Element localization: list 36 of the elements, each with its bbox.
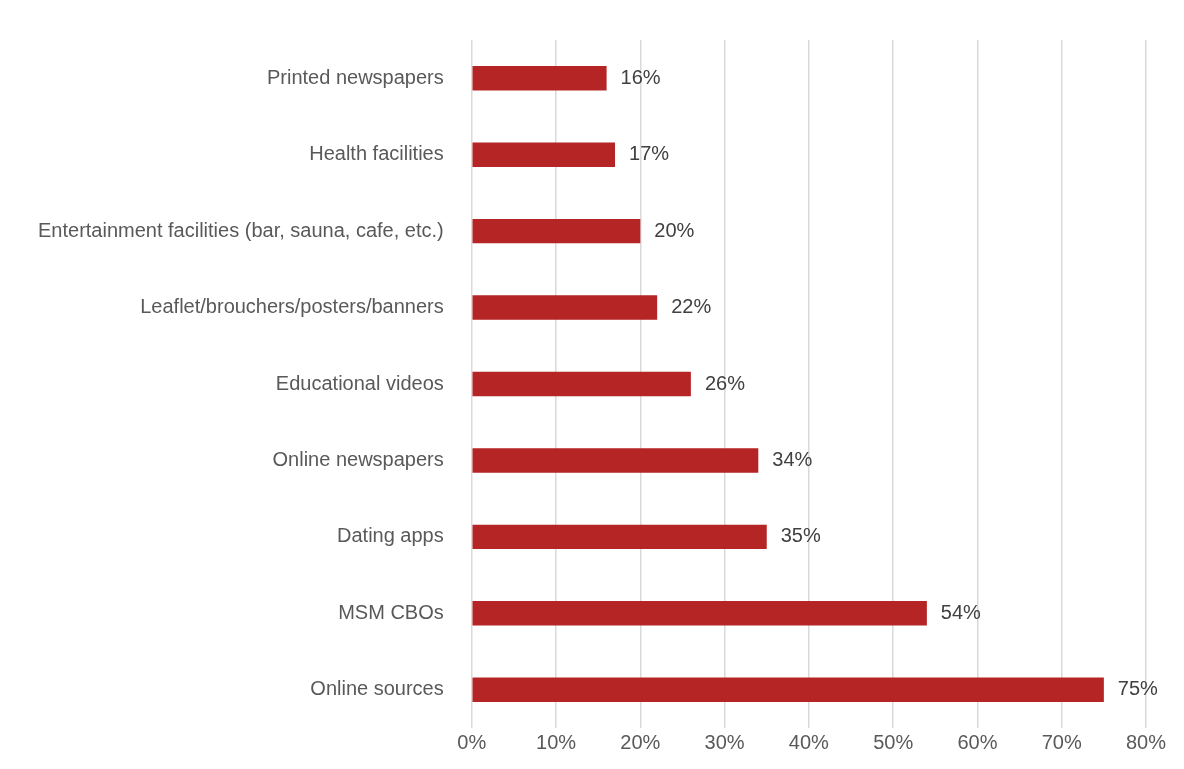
data-label: 20%	[654, 218, 695, 241]
data-label: 54%	[940, 600, 982, 623]
data-label: 35%	[780, 524, 821, 547]
x-tick-label: 40%	[788, 730, 830, 753]
bar	[472, 448, 759, 473]
y-tick-label: Online newspapers	[272, 447, 444, 470]
data-label: 17%	[629, 142, 670, 165]
y-tick-label: Health facilities	[309, 142, 444, 165]
y-tick-label: Educational videos	[275, 371, 444, 394]
bar	[472, 295, 658, 320]
data-label: 16%	[620, 65, 661, 88]
x-tick-label: 70%	[1041, 730, 1082, 753]
y-tick-label: Printed newspapers	[266, 65, 444, 88]
bar	[472, 601, 927, 626]
y-tick-label: Entertainment facilities (bar, sauna, cafe, etc.)	[37, 218, 444, 241]
y-tick-label: MSM CBOs	[338, 600, 444, 623]
x-tick-label: 10%	[536, 730, 577, 753]
data-label: 22%	[671, 295, 712, 318]
bar	[472, 65, 607, 91]
x-tick-label: 30%	[704, 730, 745, 753]
bar	[472, 524, 767, 550]
bar	[472, 677, 1104, 703]
x-tick-label: 0%	[457, 730, 487, 753]
x-tick-label: 50%	[873, 730, 914, 753]
bar	[472, 142, 616, 167]
y-tick-label: Dating apps	[337, 524, 444, 547]
x-tick-label: 60%	[957, 730, 998, 753]
data-label: 26%	[704, 371, 746, 394]
y-tick-label: Online sources	[310, 677, 444, 700]
bar	[472, 371, 691, 397]
y-tick-label: Leaflet/brouchers/posters/banners	[140, 295, 444, 318]
x-tick-label: 20%	[620, 730, 661, 753]
data-label: 34%	[772, 447, 813, 470]
data-label: 75%	[1117, 677, 1159, 700]
x-tick-label: 80%	[1125, 730, 1167, 753]
bar	[472, 218, 641, 244]
